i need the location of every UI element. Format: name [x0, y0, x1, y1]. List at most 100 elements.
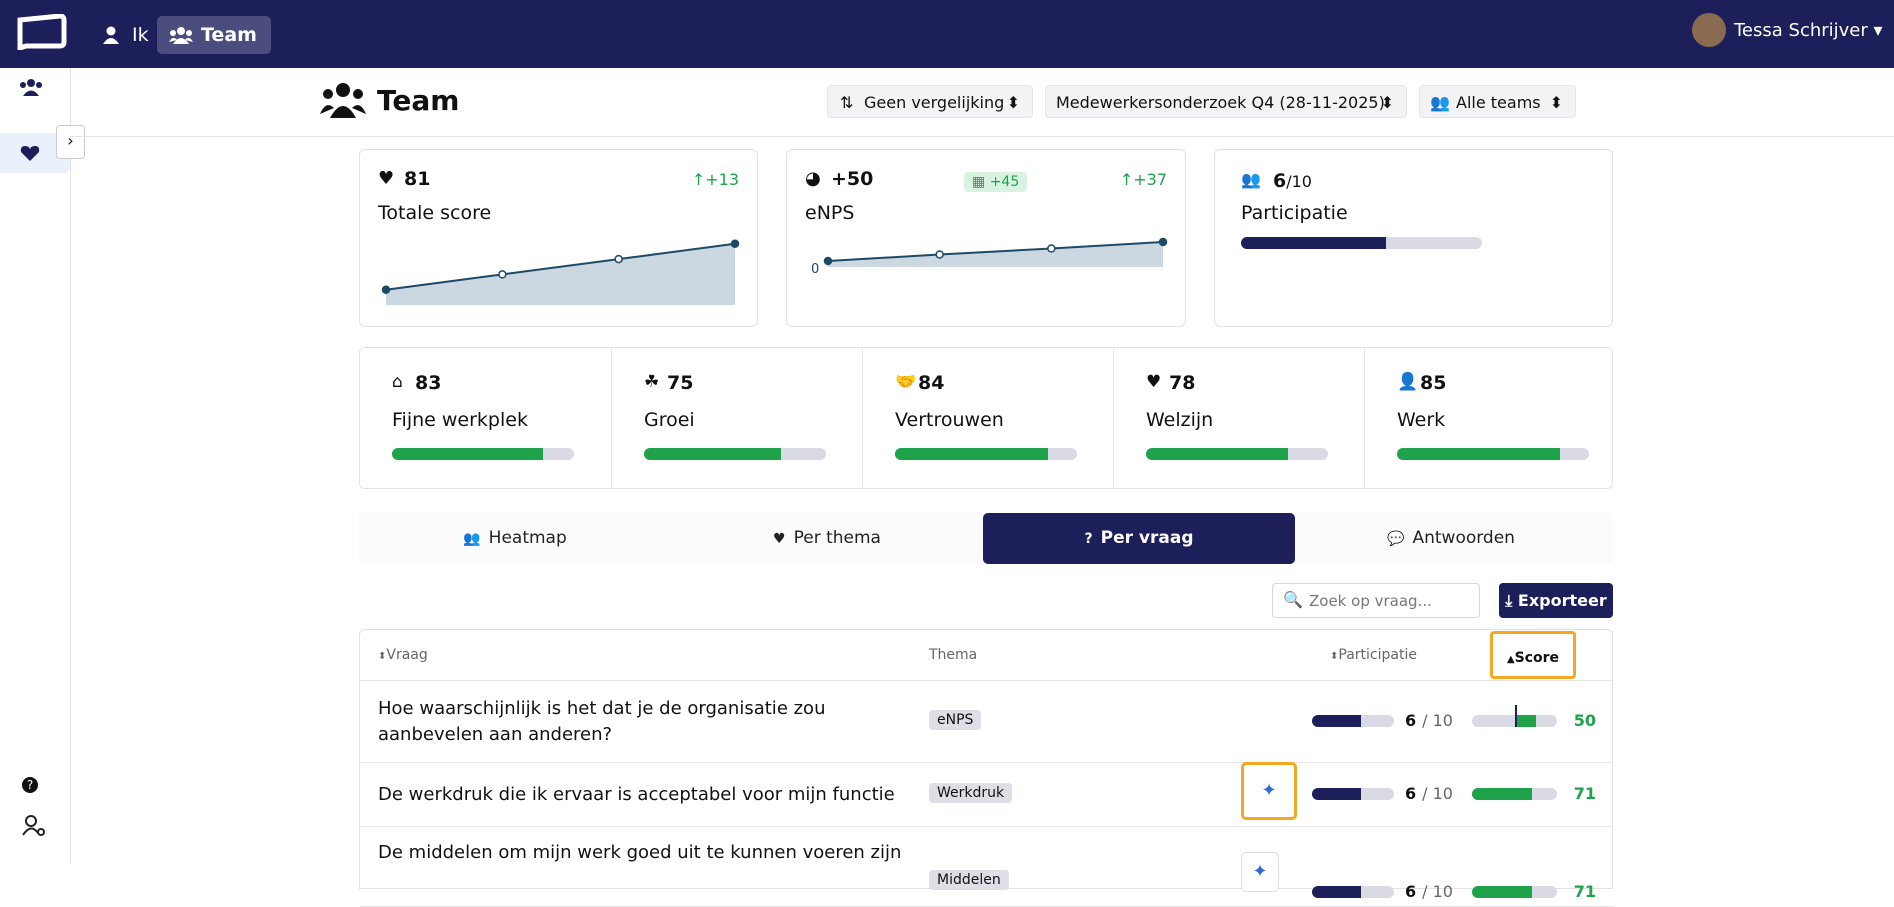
nav-team[interactable]: Team [157, 16, 271, 54]
theme: ♥ 78 Welzijn [1113, 348, 1365, 488]
theme: ☘ 75 Groei [611, 348, 863, 488]
question: Hoe waarschijnlijk is het dat je de orga… [378, 698, 826, 745]
navbar: Ik Team Tessa Schrijver ▾ [0, 0, 1894, 68]
sparkline: 0 [811, 237, 1168, 277]
sparkline-line [827, 241, 1164, 262]
sparkline [381, 239, 740, 305]
user-name: Tessa Schrijver [1734, 20, 1868, 41]
theme-bar [895, 448, 1048, 460]
tab[interactable]: ? Per vraag [983, 513, 1295, 564]
theme-label: Vertrouwen [895, 409, 1004, 431]
score-value: 71 [1573, 784, 1596, 803]
enps-card: ◕ +50 ▦ +45 ↑+37 eNPS 0 [786, 149, 1186, 327]
participation-bar [1312, 886, 1362, 898]
side-team[interactable] [18, 78, 44, 98]
score-bar [1472, 886, 1533, 898]
help-icon[interactable]: ? [22, 777, 38, 793]
participation-track [1241, 237, 1482, 249]
nav-label: Team [201, 24, 257, 46]
expand-button[interactable]: › [56, 125, 85, 159]
sparkline-area [828, 242, 1163, 267]
sidebar: › ? [0, 68, 85, 864]
filter[interactable]: 👥 Alle teams ⬍ [1419, 85, 1576, 118]
sparkline-point [1047, 244, 1056, 253]
user-menu[interactable]: Tessa Schrijver ▾ [1734, 20, 1883, 41]
search-placeholder: Zoek op vraag... [1309, 592, 1432, 610]
sort-icon: ▲ [1506, 654, 1515, 665]
sparkline-point [730, 239, 740, 249]
delta: ↑+13 [691, 170, 739, 189]
search[interactable]: 🔍 Zoek op vraag... [1272, 583, 1480, 618]
participation-text: 6 10 [1405, 711, 1453, 730]
card-label: eNPS [805, 202, 855, 224]
theme-track [392, 448, 574, 460]
table-row: De middelen om mijn werk goed uit te kun… [360, 826, 1614, 907]
theme-track [895, 448, 1077, 460]
tab[interactable]: ♥ Per thema [671, 513, 983, 564]
tab-label: Antwoorden [1412, 528, 1515, 548]
tab-icon: ? [1084, 531, 1093, 547]
ai-button[interactable]: ✦ [1241, 762, 1297, 820]
nav-ik[interactable]: Ik [88, 16, 163, 54]
tab[interactable]: 👥 Heatmap [359, 513, 671, 564]
theme-icon: 👤 [1397, 372, 1419, 392]
tab-label: Per thema [793, 528, 881, 548]
column-header[interactable]: ▲Score [1490, 631, 1576, 679]
column-label: Score [1514, 650, 1560, 666]
question: De middelen om mijn werk goed uit te kun… [378, 842, 902, 863]
tab-icon: ♥ [773, 531, 786, 547]
participation-total: 10 [1422, 882, 1453, 901]
column-label: Vraag [386, 647, 428, 663]
theme-bar [1146, 448, 1288, 460]
theme-tag: Middelen [929, 870, 1009, 890]
participation-track [1312, 886, 1394, 898]
column-header[interactable]: ⬍Vraag [378, 630, 428, 682]
delta-text: +37 [1133, 170, 1167, 189]
theme-score: 83 [415, 372, 442, 394]
card-label: Participatie [1241, 202, 1348, 224]
sparkline-line [385, 242, 736, 291]
sort-icon: ⬍ [1330, 651, 1339, 662]
theme-track [1146, 448, 1328, 460]
theme-tag: Werkdruk [929, 783, 1013, 803]
sparkline-point [1158, 237, 1168, 247]
score-track [1472, 788, 1557, 800]
settings-icon[interactable] [22, 815, 46, 837]
theme-score: 75 [667, 372, 694, 394]
zero-marker [1514, 705, 1517, 727]
score-value: 50 [1573, 711, 1596, 730]
column-header[interactable]: Thema [929, 630, 977, 680]
filter-label: Medewerkersonderzoek Q4 (28-11-2025) [1056, 93, 1385, 112]
tab-icon: 💬 [1387, 531, 1405, 547]
tab[interactable]: 💬 Antwoorden [1295, 513, 1607, 564]
participation-track [1312, 715, 1394, 727]
theme-bar [1397, 448, 1561, 460]
title-icon [320, 83, 366, 118]
theme-icon: 🤝 [895, 372, 917, 392]
header-divider [360, 680, 1614, 681]
question: De werkdruk die ik ervaar is acceptabel … [378, 784, 895, 805]
filter[interactable]: Medewerkersonderzoek Q4 (28-11-2025) ⬍ [1045, 85, 1407, 118]
score-bar [1514, 715, 1536, 727]
ai-button[interactable]: ✦ [1241, 852, 1279, 892]
sparkline-point [935, 250, 944, 259]
card-label: Totale score [378, 202, 492, 224]
table-row: Hoe waarschijnlijk is het dat je de orga… [360, 680, 1614, 763]
participation-bar [1312, 715, 1362, 727]
page-title: Team [377, 84, 460, 117]
participation-value: 6 [1405, 784, 1417, 803]
theme-bar [392, 448, 544, 460]
export-button[interactable]: ⤓ Exporteer [1499, 583, 1613, 618]
column-header[interactable]: ⬍Participatie [1330, 630, 1417, 682]
tab-icon: 👥 [463, 531, 481, 547]
theme-label: Werk [1397, 409, 1446, 431]
badge: ▦ +45 [964, 172, 1028, 192]
participation-card: 👥 610 Participatie [1214, 149, 1613, 327]
total-score: 81 [404, 168, 431, 190]
theme-icon: ☘ [644, 372, 660, 392]
total-card: 81 ♥ ↑+13 Totale score [359, 149, 758, 327]
theme-track [644, 448, 826, 460]
table-row: De werkdruk die ik ervaar is acceptabel … [360, 762, 1614, 827]
filter[interactable]: ⇅ Geen vergelijking ⬍ [827, 85, 1033, 118]
